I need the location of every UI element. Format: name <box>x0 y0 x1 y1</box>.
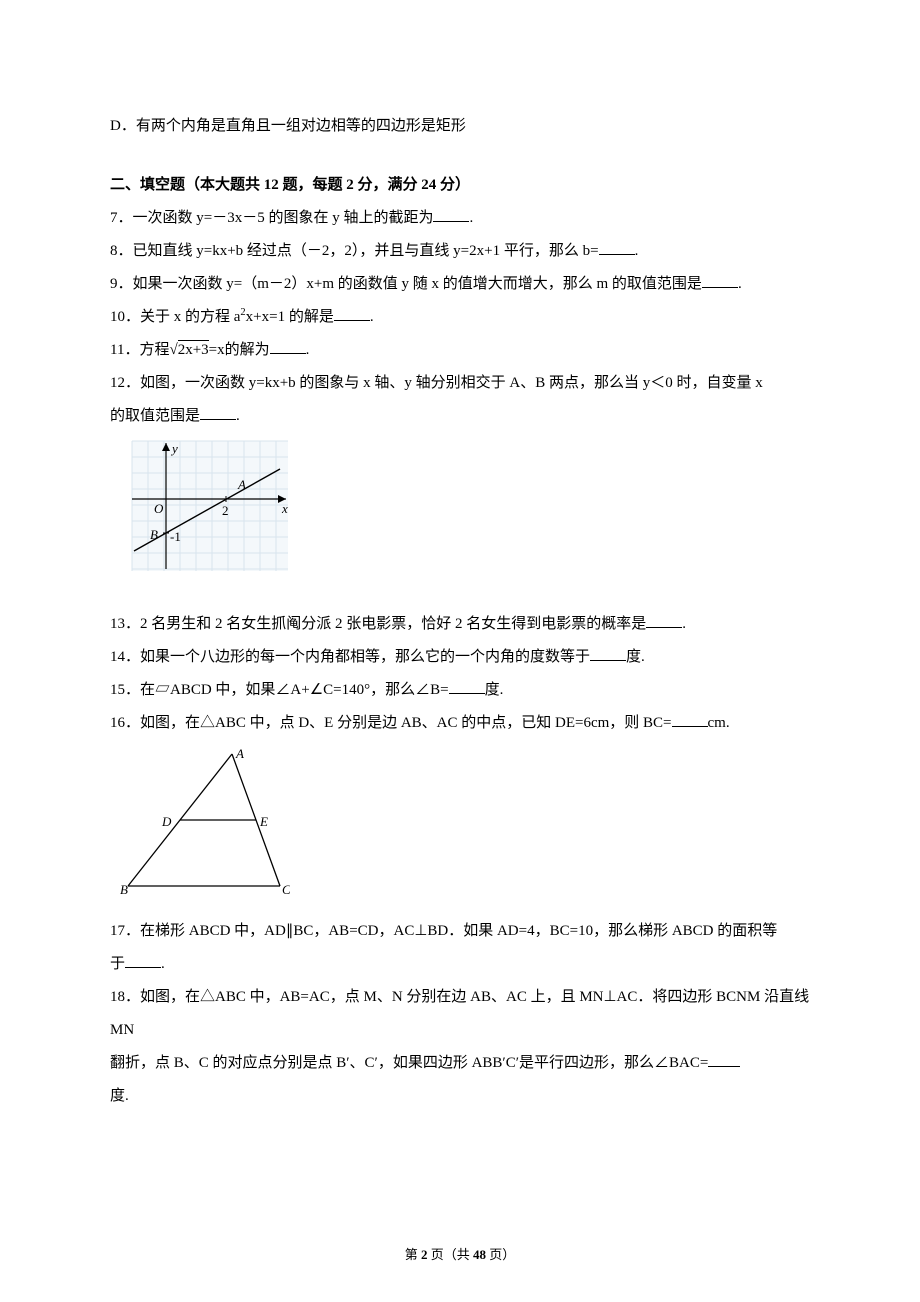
question-18-line3: 度. <box>110 1080 810 1113</box>
svg-text:A: A <box>235 746 244 761</box>
question-8: 8．已知直线 y=kx+b 经过点（－2，2），并且与直线 y=2x+1 平行，… <box>110 235 810 268</box>
question-16: 16．如图，在△ABC 中，点 D、E 分别是边 AB、AC 的中点，已知 DE… <box>110 707 810 740</box>
q17-l2-post: . <box>161 956 165 972</box>
question-7: 7．一次函数 y=－3x－5 的图象在 y 轴上的截距为. <box>110 202 810 235</box>
q10-post: . <box>370 309 374 325</box>
question-11: 11．方程√2x+3=x的解为. <box>110 334 810 367</box>
q14-post: 度. <box>626 649 645 665</box>
svg-text:x: x <box>281 501 288 516</box>
question-12-line1: 12．如图，一次函数 y=kx+b 的图象与 x 轴、y 轴分别相交于 A、B … <box>110 367 810 400</box>
svg-text:B: B <box>150 527 158 542</box>
figure-12: y x O A B 2 -1 <box>120 439 810 602</box>
blank <box>125 952 161 968</box>
figure-16-svg: A B C D E <box>120 746 290 896</box>
svg-text:D: D <box>161 814 172 829</box>
q13-text: 13．2 名男生和 2 名女生抓阄分派 2 张电影票，恰好 2 名女生得到电影票… <box>110 616 646 632</box>
q16-post: cm. <box>708 715 730 731</box>
q9-post: . <box>738 276 742 292</box>
question-18-line1: 18．如图，在△ABC 中，AB=AC，点 M、N 分别在边 AB、AC 上，且… <box>110 981 810 1047</box>
spacer <box>110 143 810 169</box>
q8-text: 8．已知直线 y=kx+b 经过点（－2，2），并且与直线 y=2x+1 平行，… <box>110 243 599 259</box>
q17-l2-pre: 于 <box>110 956 125 972</box>
svg-text:B: B <box>120 882 128 896</box>
blank <box>590 645 626 661</box>
figure-12-svg: y x O A B 2 -1 <box>120 439 290 589</box>
blank <box>200 404 236 420</box>
footer-total: 48 <box>473 1247 486 1262</box>
section-2-title: 二、填空题（本大题共 12 题，每题 2 分，满分 24 分） <box>110 169 810 202</box>
page: D．有两个内角是直角且一组对边相等的四边形是矩形 二、填空题（本大题共 12 题… <box>0 0 920 1302</box>
blank <box>599 239 635 255</box>
question-14: 14．如果一个八边形的每一个内角都相等，那么它的一个内角的度数等于 度. <box>110 641 810 674</box>
q12-l2-post: . <box>236 408 240 424</box>
svg-text:E: E <box>259 814 268 829</box>
blank <box>270 338 306 354</box>
q9-text: 9．如果一次函数 y=（m－2）x+m 的函数值 y 随 x 的值增大而增大，那… <box>110 276 702 292</box>
question-17-line1: 17．在梯形 ABCD 中，AD∥BC，AB=CD，AC⊥BD．如果 AD=4，… <box>110 915 810 948</box>
question-15: 15．在▱ABCD 中，如果∠A+∠C=140°，那么∠B= 度. <box>110 674 810 707</box>
page-footer: 第 2 页（共 48 页） <box>0 1241 920 1270</box>
svg-text:2: 2 <box>222 503 229 518</box>
blank <box>449 678 485 694</box>
figure-16: A B C D E <box>120 746 810 909</box>
q12-l2-pre: 的取值范围是 <box>110 408 200 424</box>
blank <box>702 272 738 288</box>
svg-text:A: A <box>237 477 246 492</box>
svg-text:y: y <box>170 441 178 456</box>
blank <box>334 305 370 321</box>
q8-post: . <box>635 243 639 259</box>
footer-mid: 页（共 <box>427 1247 473 1262</box>
question-12-line2: 的取值范围是. <box>110 400 810 433</box>
footer-pre: 第 <box>405 1247 421 1262</box>
question-18-line2: 翻折，点 B、C 的对应点分别是点 B′、C′，如果四边形 ABB′C′是平行四… <box>110 1047 810 1080</box>
q11-pre: 11．方程 <box>110 342 169 358</box>
q11-mid: =x的解为 <box>209 342 270 358</box>
question-13: 13．2 名男生和 2 名女生抓阄分派 2 张电影票，恰好 2 名女生得到电影票… <box>110 608 810 641</box>
option-d: D．有两个内角是直角且一组对边相等的四边形是矩形 <box>110 110 810 143</box>
q10-mid: x+x=1 的解是 <box>246 309 334 325</box>
blank <box>672 711 708 727</box>
q7-post: . <box>469 210 473 226</box>
q14-text: 14．如果一个八边形的每一个内角都相等，那么它的一个内角的度数等于 <box>110 649 590 665</box>
q16-text: 16．如图，在△ABC 中，点 D、E 分别是边 AB、AC 的中点，已知 DE… <box>110 715 672 731</box>
q7-text: 7．一次函数 y=－3x－5 的图象在 y 轴上的截距为 <box>110 210 433 226</box>
footer-post: 页） <box>486 1247 515 1262</box>
question-10: 10．关于 x 的方程 a2x+x=1 的解是. <box>110 301 810 334</box>
blank <box>646 612 682 628</box>
q11-post: . <box>306 342 310 358</box>
q13-post: . <box>682 616 686 632</box>
svg-text:O: O <box>154 501 164 516</box>
q10-pre: 10．关于 x 的方程 a <box>110 309 240 325</box>
blank <box>708 1051 740 1067</box>
blank <box>433 206 469 222</box>
q11-radicand: 2x+3 <box>178 340 209 358</box>
q15-post: 度. <box>485 682 504 698</box>
svg-text:-1: -1 <box>170 529 181 544</box>
q18-l2-pre: 翻折，点 B、C 的对应点分别是点 B′、C′，如果四边形 ABB′C′是平行四… <box>110 1055 708 1071</box>
svg-text:C: C <box>282 882 290 896</box>
question-9: 9．如果一次函数 y=（m－2）x+m 的函数值 y 随 x 的值增大而增大，那… <box>110 268 810 301</box>
question-17-line2: 于. <box>110 948 810 981</box>
q15-text: 15．在▱ABCD 中，如果∠A+∠C=140°，那么∠B= <box>110 682 449 698</box>
